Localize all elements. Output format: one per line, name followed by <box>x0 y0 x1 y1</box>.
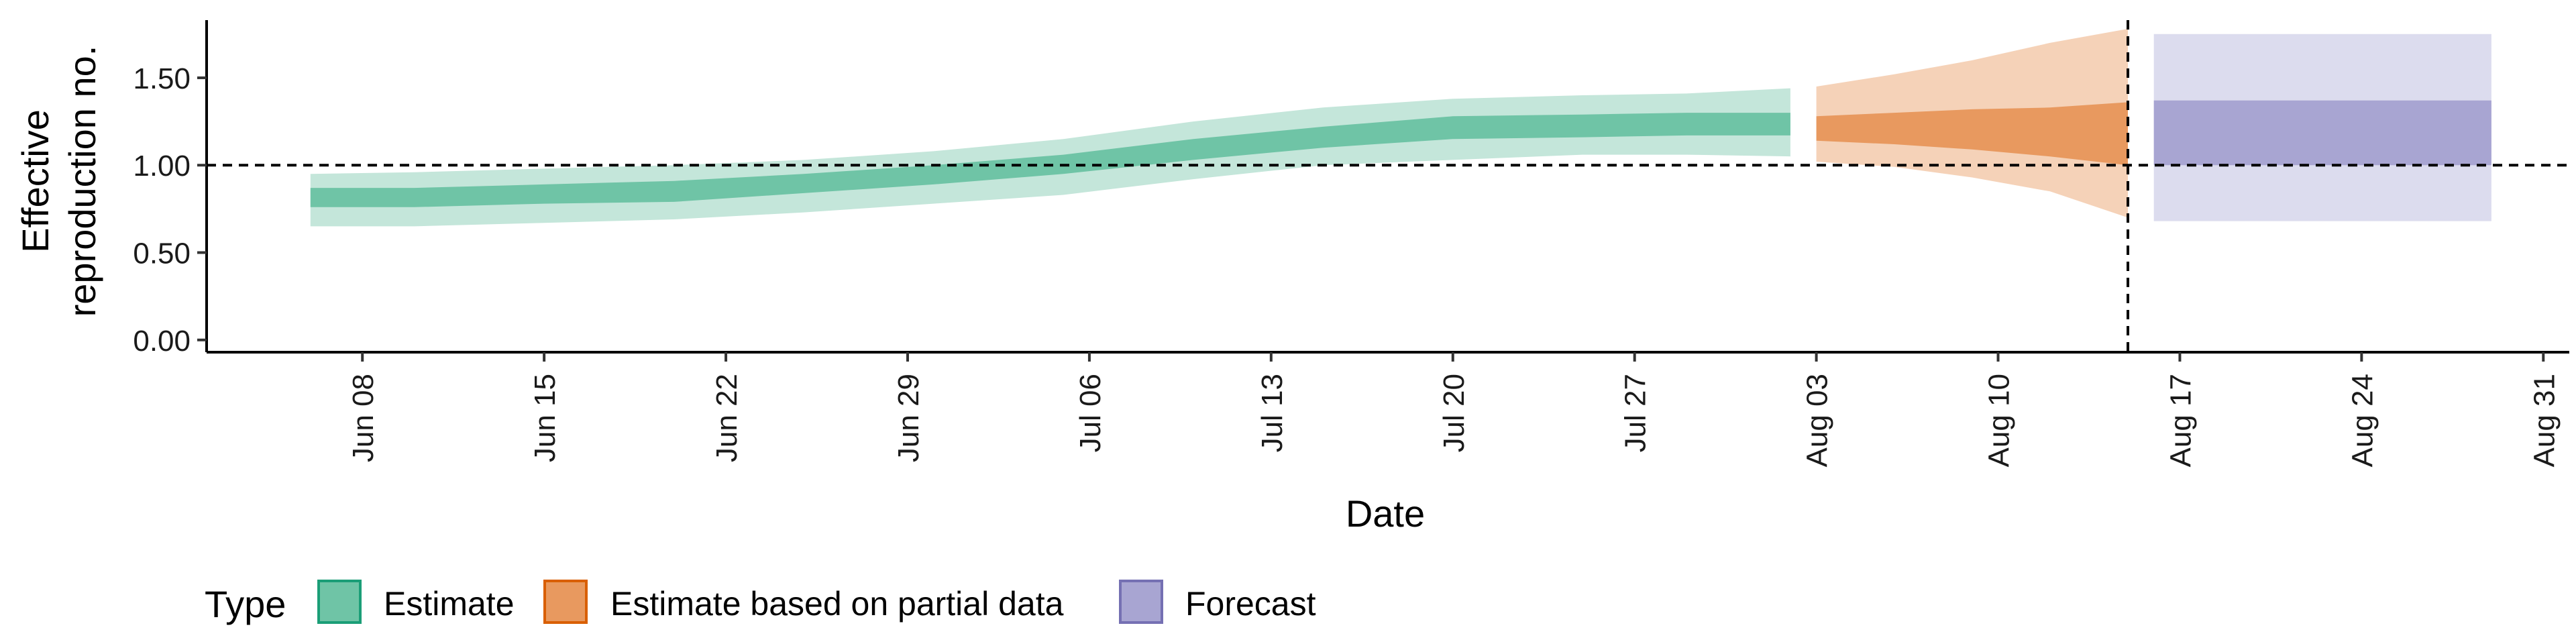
x-tick-label: Jun 15 <box>529 374 561 462</box>
legend-key-estimate <box>317 580 362 624</box>
legend-key-estimate-partial <box>543 580 588 624</box>
x-tick-label: Aug 31 <box>2528 374 2561 467</box>
y-axis-title-line-1: Effective <box>14 109 56 253</box>
x-tick-label: Jun 29 <box>892 374 925 462</box>
forecast-band-50 <box>2153 100 2491 166</box>
x-tick-label: Jul 20 <box>1438 374 1470 452</box>
x-tick-label: Aug 17 <box>2165 374 2198 467</box>
x-tick-label: Jul 06 <box>1074 374 1107 452</box>
legend: Type Estimate Estimate based on partial … <box>205 580 1316 625</box>
x-axis-ticks: Jun 08 Jun 15 Jun 22 Jun 29 Jul 06 Jul 13 Jul … <box>347 352 2561 467</box>
legend-title: Type <box>205 583 286 625</box>
x-tick-label: Jun 08 <box>347 374 380 462</box>
y-tick-label: 0.00 <box>133 325 191 358</box>
y-axis-title-line-2: reproduction no. <box>61 46 103 317</box>
axes <box>205 20 2569 354</box>
legend-label-forecast: Forecast <box>1185 585 1316 623</box>
legend-key-forecast <box>1119 580 1163 624</box>
x-tick-label: Jul 13 <box>1256 374 1289 452</box>
y-axis-ticks: 0.00 0.50 1.00 1.50 <box>133 62 207 358</box>
estimate-band-50 <box>310 113 1790 207</box>
y-tick-label: 1.50 <box>133 62 191 95</box>
x-tick-label: Aug 03 <box>1801 374 1834 467</box>
reference-lines <box>207 20 2569 352</box>
x-tick-label: Aug 10 <box>1983 374 2016 467</box>
x-tick-label: Jun 22 <box>710 374 743 462</box>
x-tick-label: Jul 27 <box>1619 374 1652 452</box>
legend-label-estimate: Estimate <box>384 585 515 623</box>
y-tick-label: 1.00 <box>133 150 191 182</box>
chart-bands <box>310 29 2491 227</box>
estimate-partial-band-50 <box>1816 102 2128 166</box>
x-axis-title: Date <box>1346 492 1425 535</box>
x-tick-label: Aug 24 <box>2346 374 2379 467</box>
legend-label-estimate-partial: Estimate based on partial data <box>610 585 1064 623</box>
y-tick-label: 0.50 <box>133 237 191 270</box>
